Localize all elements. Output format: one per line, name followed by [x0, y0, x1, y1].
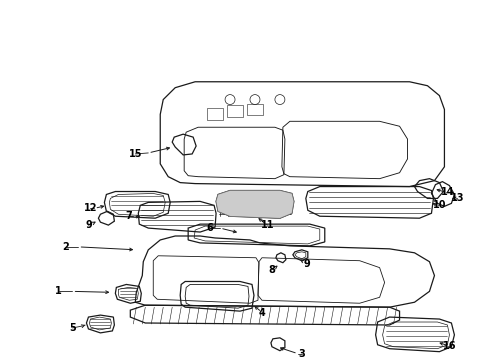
- Text: 10: 10: [433, 201, 446, 210]
- Text: 13: 13: [451, 193, 464, 203]
- Polygon shape: [216, 190, 294, 218]
- Text: 9: 9: [303, 259, 310, 269]
- Text: 9: 9: [85, 220, 92, 230]
- Text: 11: 11: [261, 220, 275, 230]
- Text: 5: 5: [69, 323, 76, 333]
- Text: 4: 4: [259, 308, 265, 318]
- Text: 2: 2: [62, 242, 69, 252]
- Text: 6: 6: [207, 223, 214, 233]
- Text: 14: 14: [441, 188, 454, 198]
- Text: 16: 16: [442, 341, 456, 351]
- Text: 15: 15: [128, 149, 142, 159]
- Text: 1: 1: [55, 286, 62, 296]
- Text: 3: 3: [298, 348, 305, 359]
- Text: 7: 7: [125, 211, 132, 221]
- Text: 12: 12: [84, 203, 97, 213]
- Text: 8: 8: [269, 265, 275, 275]
